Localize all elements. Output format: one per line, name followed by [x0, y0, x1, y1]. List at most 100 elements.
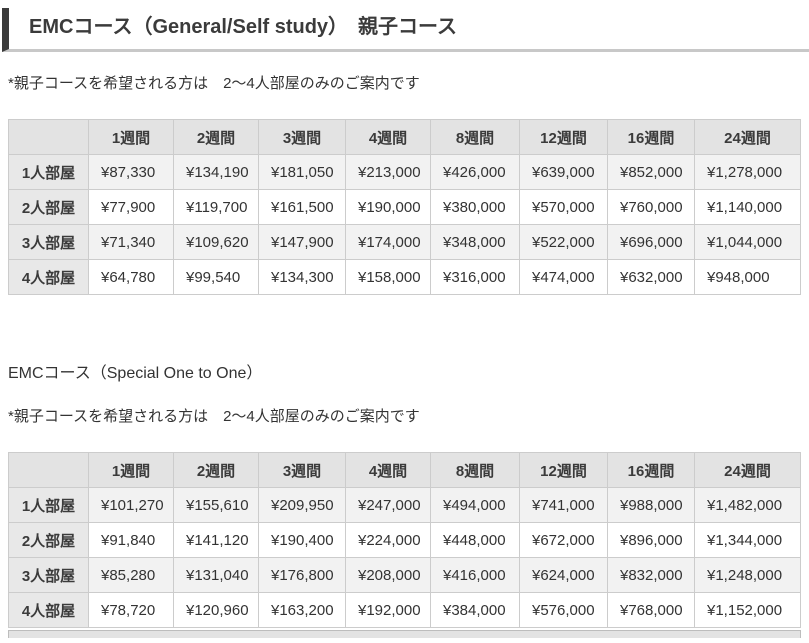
row-label-4person: 4人部屋 — [8, 592, 89, 628]
price-cell: ¥1,482,000 — [694, 487, 801, 523]
page-title: EMCコース（General/Self study） 親子コース — [2, 8, 809, 52]
price-cell: ¥384,000 — [430, 592, 520, 628]
row-label-1person: 1人部屋 — [8, 487, 89, 523]
price-cell: ¥1,278,000 — [694, 154, 801, 190]
price-cell: ¥64,780 — [88, 259, 174, 295]
row-label-2person: 2人部屋 — [8, 522, 89, 558]
col-header-3week: 3週間 — [258, 119, 346, 155]
price-cell: ¥448,000 — [430, 522, 520, 558]
col-header-12week: 12週間 — [519, 452, 608, 488]
parent-child-note-2: *親子コースを希望される方は 2〜4人部屋のみのご案内です — [8, 408, 420, 425]
price-cell: ¥768,000 — [607, 592, 695, 628]
price-cell: ¥624,000 — [519, 557, 608, 593]
price-cell: ¥109,620 — [173, 224, 259, 260]
col-header-2week: 2週間 — [173, 452, 259, 488]
section-2-title: EMCコース（Special One to One） — [8, 365, 263, 382]
col-header-16week: 16週間 — [607, 119, 695, 155]
table-row: 3人部屋 ¥71,340 ¥109,620 ¥147,900 ¥174,000 … — [8, 224, 801, 260]
table-row: 4人部屋 ¥78,720 ¥120,960 ¥163,200 ¥192,000 … — [8, 592, 801, 628]
price-cell: ¥209,950 — [258, 487, 346, 523]
price-cell: ¥87,330 — [88, 154, 174, 190]
price-cell: ¥192,000 — [345, 592, 431, 628]
price-cell: ¥316,000 — [430, 259, 520, 295]
price-cell: ¥190,000 — [345, 189, 431, 225]
price-cell: ¥78,720 — [88, 592, 174, 628]
col-header-12week: 12週間 — [519, 119, 608, 155]
price-cell: ¥348,000 — [430, 224, 520, 260]
col-header-8week: 8週間 — [430, 452, 520, 488]
table-header-row: 1週間 2週間 3週間 4週間 8週間 12週間 16週間 24週間 — [8, 119, 801, 155]
price-cell: ¥1,044,000 — [694, 224, 801, 260]
price-cell: ¥85,280 — [88, 557, 174, 593]
price-cell: ¥91,840 — [88, 522, 174, 558]
table-row: 4人部屋 ¥64,780 ¥99,540 ¥134,300 ¥158,000 ¥… — [8, 259, 801, 295]
price-cell: ¥416,000 — [430, 557, 520, 593]
row-label-4person: 4人部屋 — [8, 259, 89, 295]
price-cell: ¥131,040 — [173, 557, 259, 593]
price-cell: ¥120,960 — [173, 592, 259, 628]
parent-child-note: *親子コースを希望される方は 2〜4人部屋のみのご案内です — [8, 75, 420, 92]
price-cell: ¥134,300 — [258, 259, 346, 295]
price-cell: ¥190,400 — [258, 522, 346, 558]
price-cell: ¥174,000 — [345, 224, 431, 260]
price-cell: ¥141,120 — [173, 522, 259, 558]
price-cell: ¥380,000 — [430, 189, 520, 225]
price-cell: ¥71,340 — [88, 224, 174, 260]
price-cell: ¥1,152,000 — [694, 592, 801, 628]
price-cell: ¥224,000 — [345, 522, 431, 558]
price-cell: ¥161,500 — [258, 189, 346, 225]
col-header-8week: 8週間 — [430, 119, 520, 155]
table-row: 1人部屋 ¥101,270 ¥155,610 ¥209,950 ¥247,000… — [8, 487, 801, 523]
price-cell: ¥948,000 — [694, 259, 801, 295]
next-table-partial-header — [8, 630, 801, 638]
price-cell: ¥77,900 — [88, 189, 174, 225]
corner-cell — [8, 119, 89, 155]
table-row: 1人部屋 ¥87,330 ¥134,190 ¥181,050 ¥213,000 … — [8, 154, 801, 190]
col-header-4week: 4週間 — [345, 452, 431, 488]
col-header-16week: 16週間 — [607, 452, 695, 488]
price-cell: ¥639,000 — [519, 154, 608, 190]
price-cell: ¥570,000 — [519, 189, 608, 225]
price-cell: ¥247,000 — [345, 487, 431, 523]
price-cell: ¥576,000 — [519, 592, 608, 628]
price-cell: ¥426,000 — [430, 154, 520, 190]
corner-cell — [8, 452, 89, 488]
price-cell: ¥155,610 — [173, 487, 259, 523]
row-label-3person: 3人部屋 — [8, 224, 89, 260]
price-cell: ¥99,540 — [173, 259, 259, 295]
table-header-row: 1週間 2週間 3週間 4週間 8週間 12週間 16週間 24週間 — [8, 452, 801, 488]
price-cell: ¥494,000 — [430, 487, 520, 523]
price-cell: ¥1,344,000 — [694, 522, 801, 558]
price-cell: ¥832,000 — [607, 557, 695, 593]
price-cell: ¥208,000 — [345, 557, 431, 593]
price-cell: ¥522,000 — [519, 224, 608, 260]
col-header-24week: 24週間 — [694, 452, 801, 488]
col-header-4week: 4週間 — [345, 119, 431, 155]
special-one-to-one-price-table: 1週間 2週間 3週間 4週間 8週間 12週間 16週間 24週間 1人部屋 … — [8, 452, 801, 628]
price-cell: ¥134,190 — [173, 154, 259, 190]
col-header-3week: 3週間 — [258, 452, 346, 488]
price-cell: ¥158,000 — [345, 259, 431, 295]
price-cell: ¥988,000 — [607, 487, 695, 523]
price-cell: ¥741,000 — [519, 487, 608, 523]
col-header-1week: 1週間 — [88, 452, 174, 488]
price-cell: ¥1,248,000 — [694, 557, 801, 593]
table-row: 2人部屋 ¥77,900 ¥119,700 ¥161,500 ¥190,000 … — [8, 189, 801, 225]
price-cell: ¥760,000 — [607, 189, 695, 225]
price-cell: ¥213,000 — [345, 154, 431, 190]
table-row: 2人部屋 ¥91,840 ¥141,120 ¥190,400 ¥224,000 … — [8, 522, 801, 558]
price-cell: ¥896,000 — [607, 522, 695, 558]
price-cell: ¥119,700 — [173, 189, 259, 225]
price-cell: ¥852,000 — [607, 154, 695, 190]
price-cell: ¥474,000 — [519, 259, 608, 295]
price-cell: ¥672,000 — [519, 522, 608, 558]
col-header-1week: 1週間 — [88, 119, 174, 155]
table-row: 3人部屋 ¥85,280 ¥131,040 ¥176,800 ¥208,000 … — [8, 557, 801, 593]
row-label-2person: 2人部屋 — [8, 189, 89, 225]
price-cell: ¥1,140,000 — [694, 189, 801, 225]
row-label-3person: 3人部屋 — [8, 557, 89, 593]
price-cell: ¥696,000 — [607, 224, 695, 260]
col-header-2week: 2週間 — [173, 119, 259, 155]
price-cell: ¥181,050 — [258, 154, 346, 190]
